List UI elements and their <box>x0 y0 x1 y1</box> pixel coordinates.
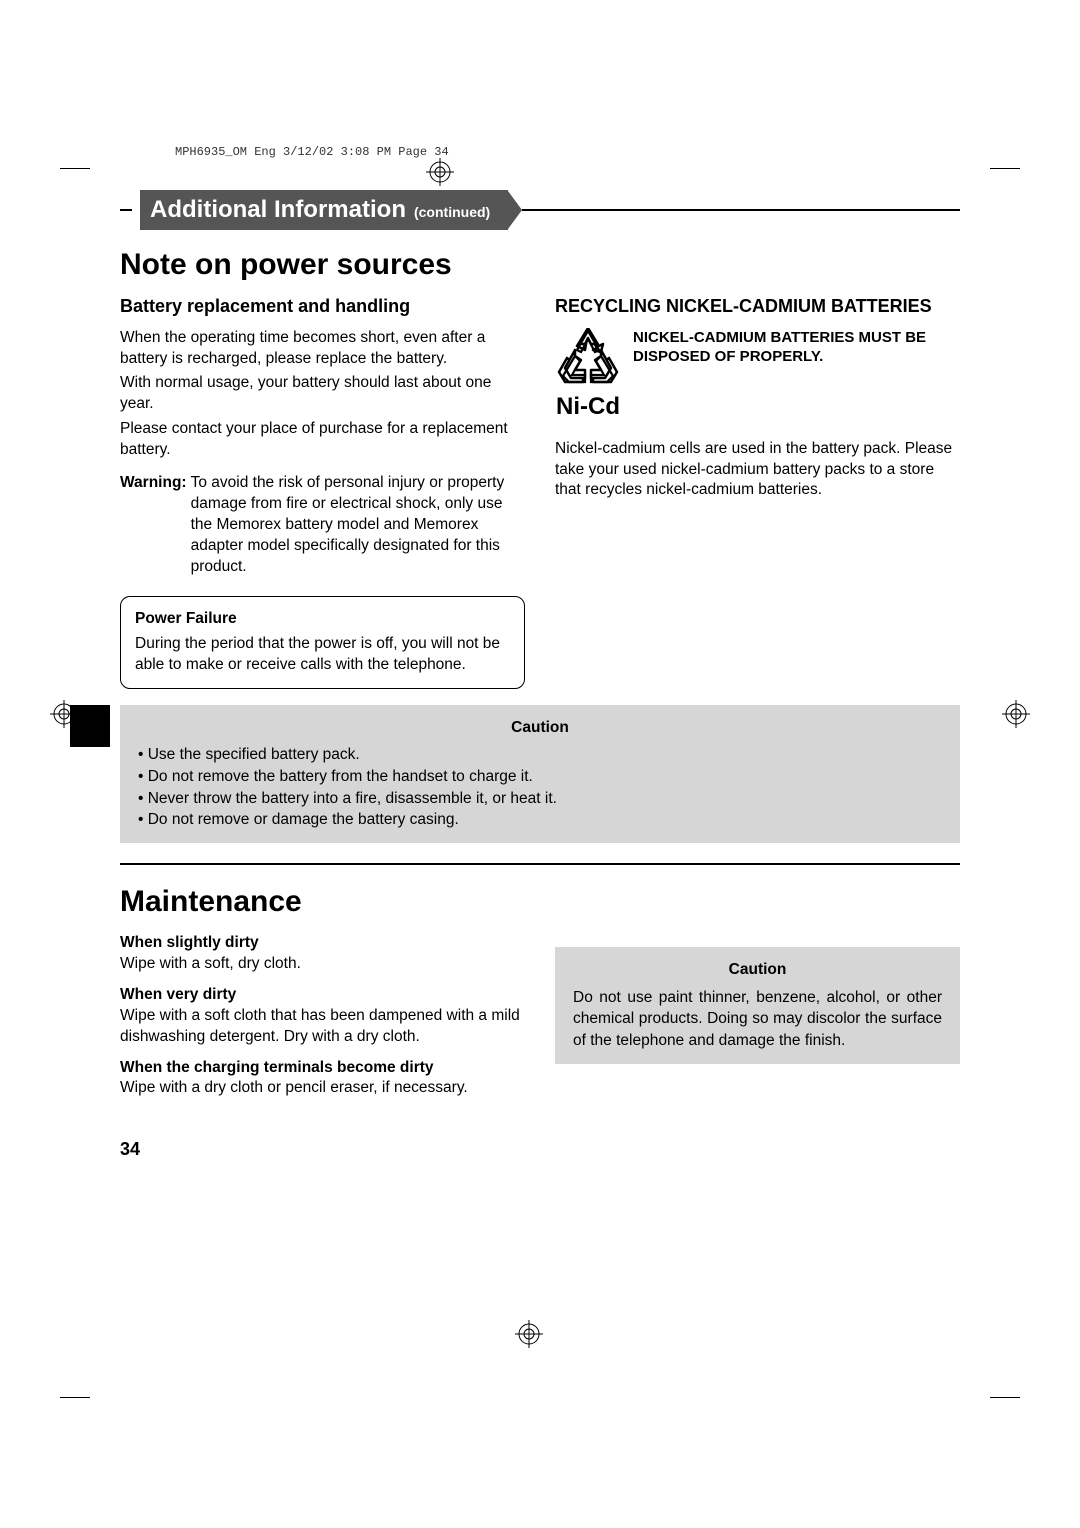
caution-box-2: Caution Do not use paint thinner, benzen… <box>555 947 960 1064</box>
caution-item: Never throw the battery into a fire, dis… <box>138 788 942 810</box>
warning-label: Warning: <box>120 473 187 578</box>
body-text: When the operating time becomes short, e… <box>120 328 525 370</box>
caution-list: Use the specified battery pack.Do not re… <box>138 744 942 831</box>
banner-subtitle: (continued) <box>414 204 490 220</box>
caution-text: Do not use paint thinner, benzene, alcoh… <box>573 987 942 1052</box>
caution-box-1: Caution Use the specified battery pack.D… <box>120 705 960 843</box>
battery-heading: Battery replacement and handling <box>120 296 525 318</box>
maint-text: Wipe with a soft, dry cloth. <box>120 954 525 975</box>
divider <box>120 863 960 865</box>
body-text: Please contact your place of purchase fo… <box>120 419 525 461</box>
recycle-icon <box>555 328 621 386</box>
recycle-icon-wrap: Ni-Cd <box>555 328 621 421</box>
page-number: 34 <box>120 1139 960 1160</box>
box-text: During the period that the power is off,… <box>135 634 510 676</box>
nicd-label: Ni-Cd <box>555 393 621 421</box>
page-content: Additional Information (continued) Note … <box>120 140 960 1160</box>
registration-mark <box>1002 700 1030 728</box>
maint-text: Wipe with a soft cloth that has been dam… <box>120 1006 525 1048</box>
maint-heading: When very dirty <box>120 985 525 1006</box>
maint-heading: When the charging terminals become dirty <box>120 1058 525 1079</box>
right-column: RECYCLING NICKEL-CADMIUM BATTERIES <box>555 296 960 689</box>
registration-mark <box>515 1320 543 1348</box>
power-failure-box: Power Failure During the period that the… <box>120 596 525 689</box>
section-title-power: Note on power sources <box>120 248 960 282</box>
box-title: Power Failure <box>135 609 510 630</box>
warning-block: Warning: To avoid the risk of personal i… <box>120 473 525 578</box>
body-text: With normal usage, your battery should l… <box>120 373 525 415</box>
caution-item: Do not remove or damage the battery casi… <box>138 809 942 831</box>
recycle-heading: RECYCLING NICKEL-CADMIUM BATTERIES <box>555 296 960 318</box>
caution-title: Caution <box>138 717 942 739</box>
maintenance-right: Caution Do not use paint thinner, benzen… <box>555 885 960 1109</box>
maint-heading: When slightly dirty <box>120 933 525 954</box>
section-banner: Additional Information (continued) <box>120 190 960 230</box>
caution-item: Use the specified battery pack. <box>138 744 942 766</box>
thumb-tab <box>70 705 110 747</box>
section-title-maintenance: Maintenance <box>120 885 525 919</box>
recycle-bold-text: NICKEL-CADMIUM BATTERIES MUST BE DISPOSE… <box>633 328 960 421</box>
maint-text: Wipe with a dry cloth or pencil eraser, … <box>120 1078 525 1099</box>
body-text: Nickel-cadmium cells are used in the bat… <box>555 439 960 502</box>
caution-title: Caution <box>573 959 942 981</box>
warning-text: To avoid the risk of personal injury or … <box>191 473 525 578</box>
banner-title: Additional Information <box>150 196 406 224</box>
left-column: Battery replacement and handling When th… <box>120 296 525 689</box>
caution-item: Do not remove the battery from the hands… <box>138 766 942 788</box>
maintenance-left: Maintenance When slightly dirty Wipe wit… <box>120 885 525 1109</box>
